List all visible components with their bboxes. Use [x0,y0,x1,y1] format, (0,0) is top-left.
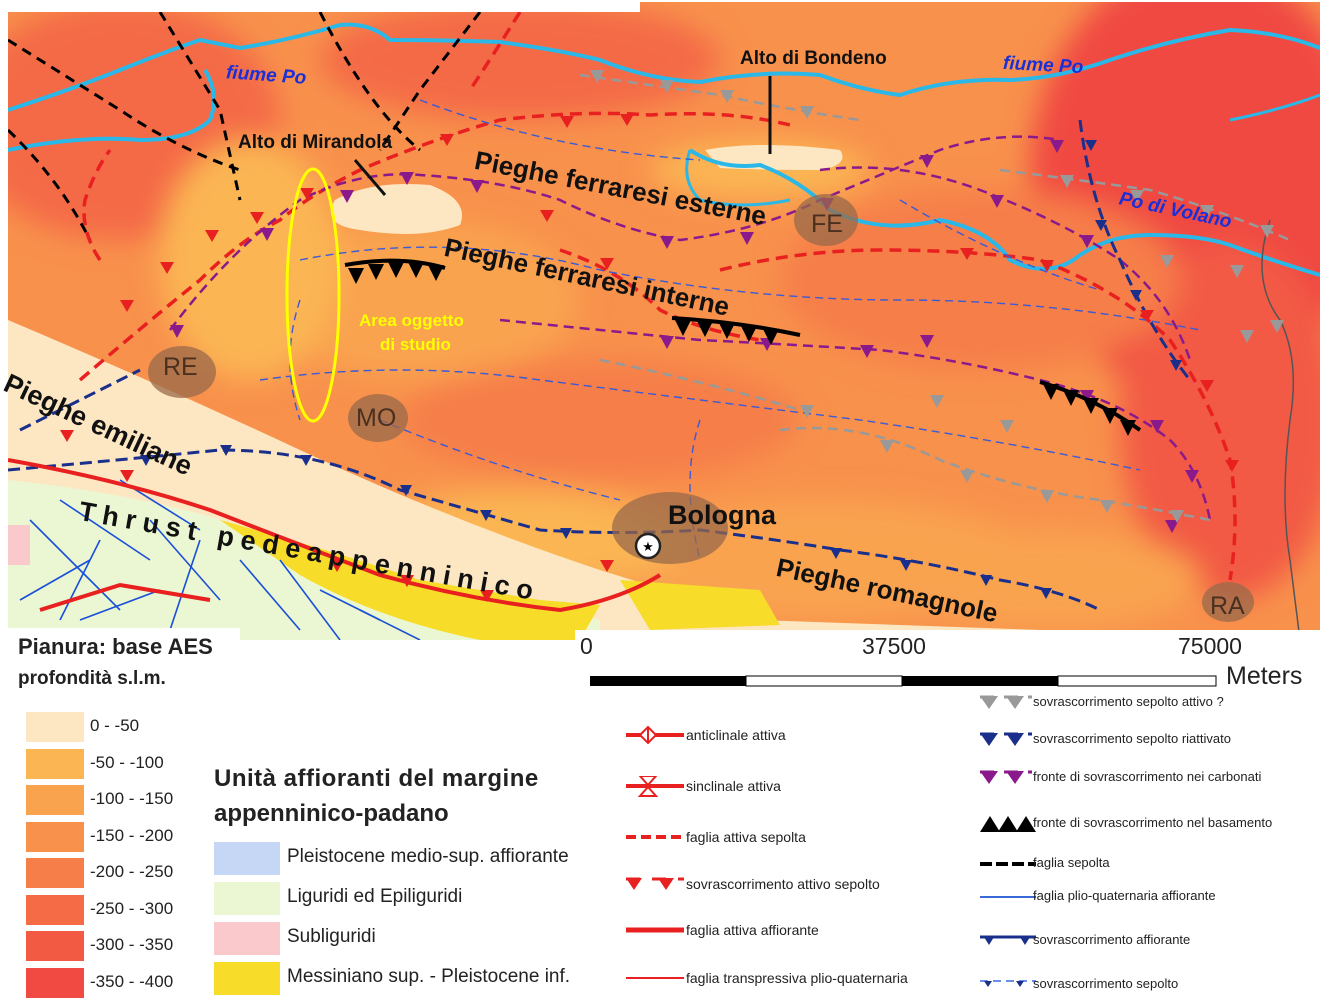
outcrop-fault-icon [626,927,684,933]
bologna-star: ★ [642,540,654,555]
basement-thrust-fronts [344,258,1142,436]
purple-thrust-icon [980,770,1032,784]
unit-label: Pleistocene medio-sup. affiorante [287,846,569,867]
depth-class-label: -350 - -400 [90,971,174,991]
scale-bar [590,675,1217,687]
depth-legend-title-box [8,628,240,696]
depth-class-label: 0 - -50 [90,716,140,735]
bologna-marker [634,532,662,560]
depth-legend-subtitle: profondità s.l.m. [18,668,166,689]
label-alto-mirandola: Alto di Mirandola [238,132,393,153]
black-dashed-icon [980,862,1036,866]
symbol-label: sovrascorrimento sepolto attivo ? [1033,694,1224,709]
coastline [1261,219,1301,640]
units-legend-title: Unità affioranti del margine [214,765,539,792]
unit-label: Liguridi ed Epiliguridi [287,886,463,907]
symbol-label: sovrascorrimento attivo sepolto [686,876,880,892]
depth-class-label: -300 - -350 [90,935,174,954]
label-city-mo: MO [356,404,397,432]
depth-class-swatch [26,785,84,815]
blue-outcrop-thrust-icon [980,935,1036,945]
mirandola-pointer [353,159,387,196]
symbol-label: sovrascorrimento affiorante [1033,932,1191,947]
unit-swatch [214,842,280,875]
grey-thrust-triangles [590,70,1284,523]
purple-thrust-triangles [170,140,1199,533]
label-area-studio-2: di studio [380,335,451,354]
mirandola-high [330,184,462,234]
label-area-studio-1: Area oggetto [359,311,464,330]
blue-buried-thrust-icon [980,980,1036,987]
outcrop-subliguridi [8,525,30,565]
anticline-icon [626,725,684,745]
depth-class-swatch [26,967,84,998]
label-alto-bondeno: Alto di Bondeno [740,48,887,69]
black-thrust-icon [980,816,1036,832]
unit-swatch [214,882,280,915]
blue-thrusts [8,119,1192,612]
scale-tick-75000: 75000 [1178,633,1242,659]
river-po-di-volano [688,148,1320,277]
grey-thrusts [579,73,1291,522]
symbol-label: anticlinale attiva [686,727,786,743]
depth-class-label: -250 - -300 [90,898,174,918]
blue-thrust-icon [980,732,1032,746]
depth-class-label: -100 - -150 [90,789,174,808]
buried-fault-icon [626,835,684,839]
symbol-label: faglia transpressiva plio-quaternaria [686,970,908,986]
grey-thrust-icon [980,695,1032,709]
depth-class-swatch [26,894,84,925]
label-fiume-po-east: fiume Po [1002,52,1084,79]
symbol-label: sovrascorrimento sepolto riattivato [1033,731,1231,746]
symbol-label: sovrascorrimento sepolto [1033,976,1179,991]
bondeno-high [705,145,843,170]
river-po [8,22,1320,112]
buried-faults-black [8,11,482,241]
symbol-label: fronte di sovrascorrimento nel basamento [1033,815,1273,830]
depth-class-swatch [26,748,84,779]
depth-class-swatch [26,712,84,742]
unit-label: Messiniano sup. - Pleistocene inf. [287,966,571,987]
buried-thrust-icon [626,877,684,890]
blue-thrust-triangles [140,140,1182,599]
syncline-icon [626,776,684,797]
label-city-ra: RA [1210,592,1245,620]
river-po-branch [685,149,791,207]
outcrop-messiniano-east [620,580,780,630]
depth-class-label: -150 - -200 [90,825,174,845]
depth-legend-title: Pianura: base AES [18,634,213,659]
unit-label: Subliguridi [287,926,376,947]
depth-class-swatch [26,858,84,888]
depth-class-swatch [26,821,84,852]
transpressive-fault-icon [626,977,684,979]
city-areas [148,194,1254,622]
depth-class-swatch [26,931,84,961]
symbol-label: faglia attiva affiorante [686,922,819,938]
unit-swatch [214,962,280,995]
study-area-ellipse [285,167,341,423]
outcrop-active-fault [8,458,662,613]
scale-tick-0: 0 [580,633,593,659]
label-city-re: RE [163,353,198,381]
river-east-branch [1229,93,1320,122]
thin-blue-line-icon [980,896,1036,898]
scale-unit: Meters [1226,662,1303,690]
scale-tick-37500: 37500 [862,633,926,659]
depth-class-label: -200 - -250 [90,862,174,881]
symbol-label: faglia sepolta [1033,855,1110,870]
depth-class-label: -50 - -100 [90,752,164,772]
label-city-bologna: Bologna [668,500,776,530]
unit-swatch [214,922,280,955]
symbol-label: faglia attiva sepolta [686,829,806,845]
geological-map: ★ [8,2,1320,640]
units-legend-subtitle: appenninico-padano [214,800,449,827]
outcrop-fault-network [19,479,421,640]
red-thrust-triangles [60,114,1239,602]
symbol-label: sinclinale attiva [686,778,781,794]
symbol-label: fronte di sovrascorrimento nei carbonati [1033,769,1262,784]
outcrop-active-fault-2 [39,582,211,612]
label-city-fe: FE [811,210,843,238]
symbol-label: faglia plio-quaternaria affiorante [1033,888,1216,903]
